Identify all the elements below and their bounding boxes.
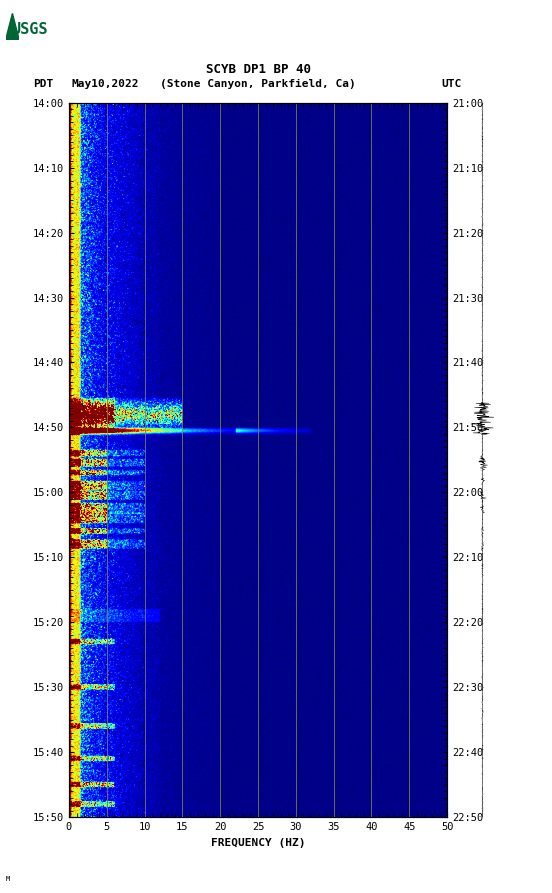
Text: M: M [6,876,10,882]
Polygon shape [6,13,19,40]
X-axis label: FREQUENCY (HZ): FREQUENCY (HZ) [211,838,305,847]
Text: UTC: UTC [442,79,462,89]
Text: SCYB DP1 BP 40: SCYB DP1 BP 40 [205,63,311,76]
Text: USGS: USGS [11,22,47,38]
Text: (Stone Canyon, Parkfield, Ca): (Stone Canyon, Parkfield, Ca) [160,79,356,89]
Text: PDT: PDT [33,79,54,89]
Text: May10,2022: May10,2022 [72,79,139,89]
